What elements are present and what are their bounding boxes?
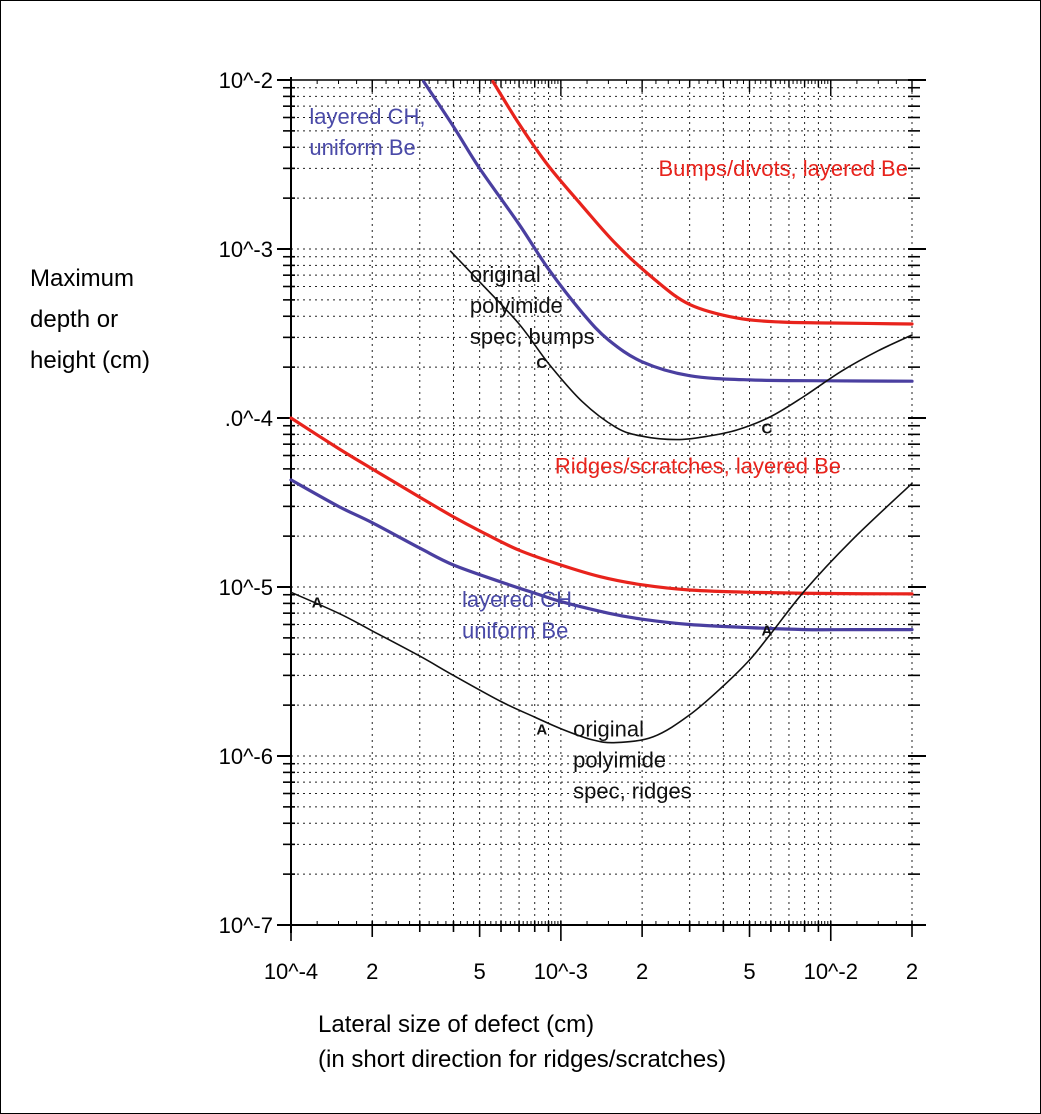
series-line bbox=[290, 482, 913, 744]
annotation-text: Ridges/scratches, layered Be bbox=[555, 453, 841, 478]
x-tick-label: 2 bbox=[366, 959, 378, 984]
series-line bbox=[422, 79, 914, 383]
series-line bbox=[289, 478, 914, 632]
markers: C C A A A bbox=[312, 355, 773, 739]
curve-marker: C bbox=[761, 420, 772, 437]
y-axis-label-line: height (cm) bbox=[30, 347, 151, 374]
axes bbox=[277, 77, 926, 941]
x-axis-label-line: Lateral size of defect (cm) bbox=[318, 1011, 595, 1038]
x-axis-label-line: (in short direction for ridges/scratches… bbox=[318, 1046, 727, 1073]
tick-labels: 10^-2 10^-3 .0^-4 10^-5 10^-6 10^-7 10^-4 2 5 10^… bbox=[219, 68, 918, 984]
x-tick-label: 5 bbox=[474, 959, 486, 984]
y-tick-label: 10^-2 bbox=[219, 68, 273, 93]
series-line bbox=[449, 250, 913, 441]
curve-marker: A bbox=[761, 623, 772, 640]
x-tick-label: 2 bbox=[636, 959, 648, 984]
y-tick-label: 10^-5 bbox=[219, 575, 273, 600]
y-axis-label-line: Maximum bbox=[30, 265, 135, 292]
x-tick-label: 5 bbox=[743, 959, 755, 984]
x-tick-label: 10^-4 bbox=[264, 959, 318, 984]
annotation-text: uniform Be bbox=[462, 618, 568, 643]
y-tick-label: .0^-4 bbox=[225, 406, 273, 431]
y-tick-label: 10^-6 bbox=[219, 744, 273, 769]
y-tick-label: 10^-7 bbox=[219, 913, 273, 938]
annotation-text: original bbox=[573, 717, 644, 742]
annotation-text: uniform Be bbox=[309, 135, 415, 160]
y-axis-label-line: depth or bbox=[30, 306, 119, 333]
y-axis-label: Maximum depth or height (cm) bbox=[30, 258, 150, 381]
annotation-text: layered CH, bbox=[462, 587, 578, 612]
curve-marker: C bbox=[536, 355, 547, 372]
annotation-text: layered CH, bbox=[309, 104, 425, 129]
annotation-text: polyimide bbox=[573, 748, 666, 773]
annotation-text: polyimide bbox=[470, 293, 563, 318]
x-tick-label: 10^-3 bbox=[534, 959, 588, 984]
x-tick-label: 2 bbox=[906, 959, 918, 984]
x-axis-label: Lateral size of defect (cm) (in short di… bbox=[318, 1007, 726, 1077]
x-tick-label: 10^-2 bbox=[804, 959, 858, 984]
series-line bbox=[491, 79, 914, 326]
annotations: layered CH, uniform Be Bumps/divots, layer… bbox=[309, 104, 908, 804]
annotation-text: original bbox=[470, 262, 541, 287]
series-line bbox=[289, 416, 914, 596]
annotation-text: Bumps/divots, layered Be bbox=[659, 156, 908, 181]
y-tick-label: 10^-3 bbox=[219, 237, 273, 262]
annotation-text: spec, bumps bbox=[470, 324, 595, 349]
annotation-text: spec, ridges bbox=[573, 779, 692, 804]
curves bbox=[289, 79, 914, 744]
curve-marker: A bbox=[312, 595, 323, 612]
curve-marker: A bbox=[536, 722, 547, 739]
